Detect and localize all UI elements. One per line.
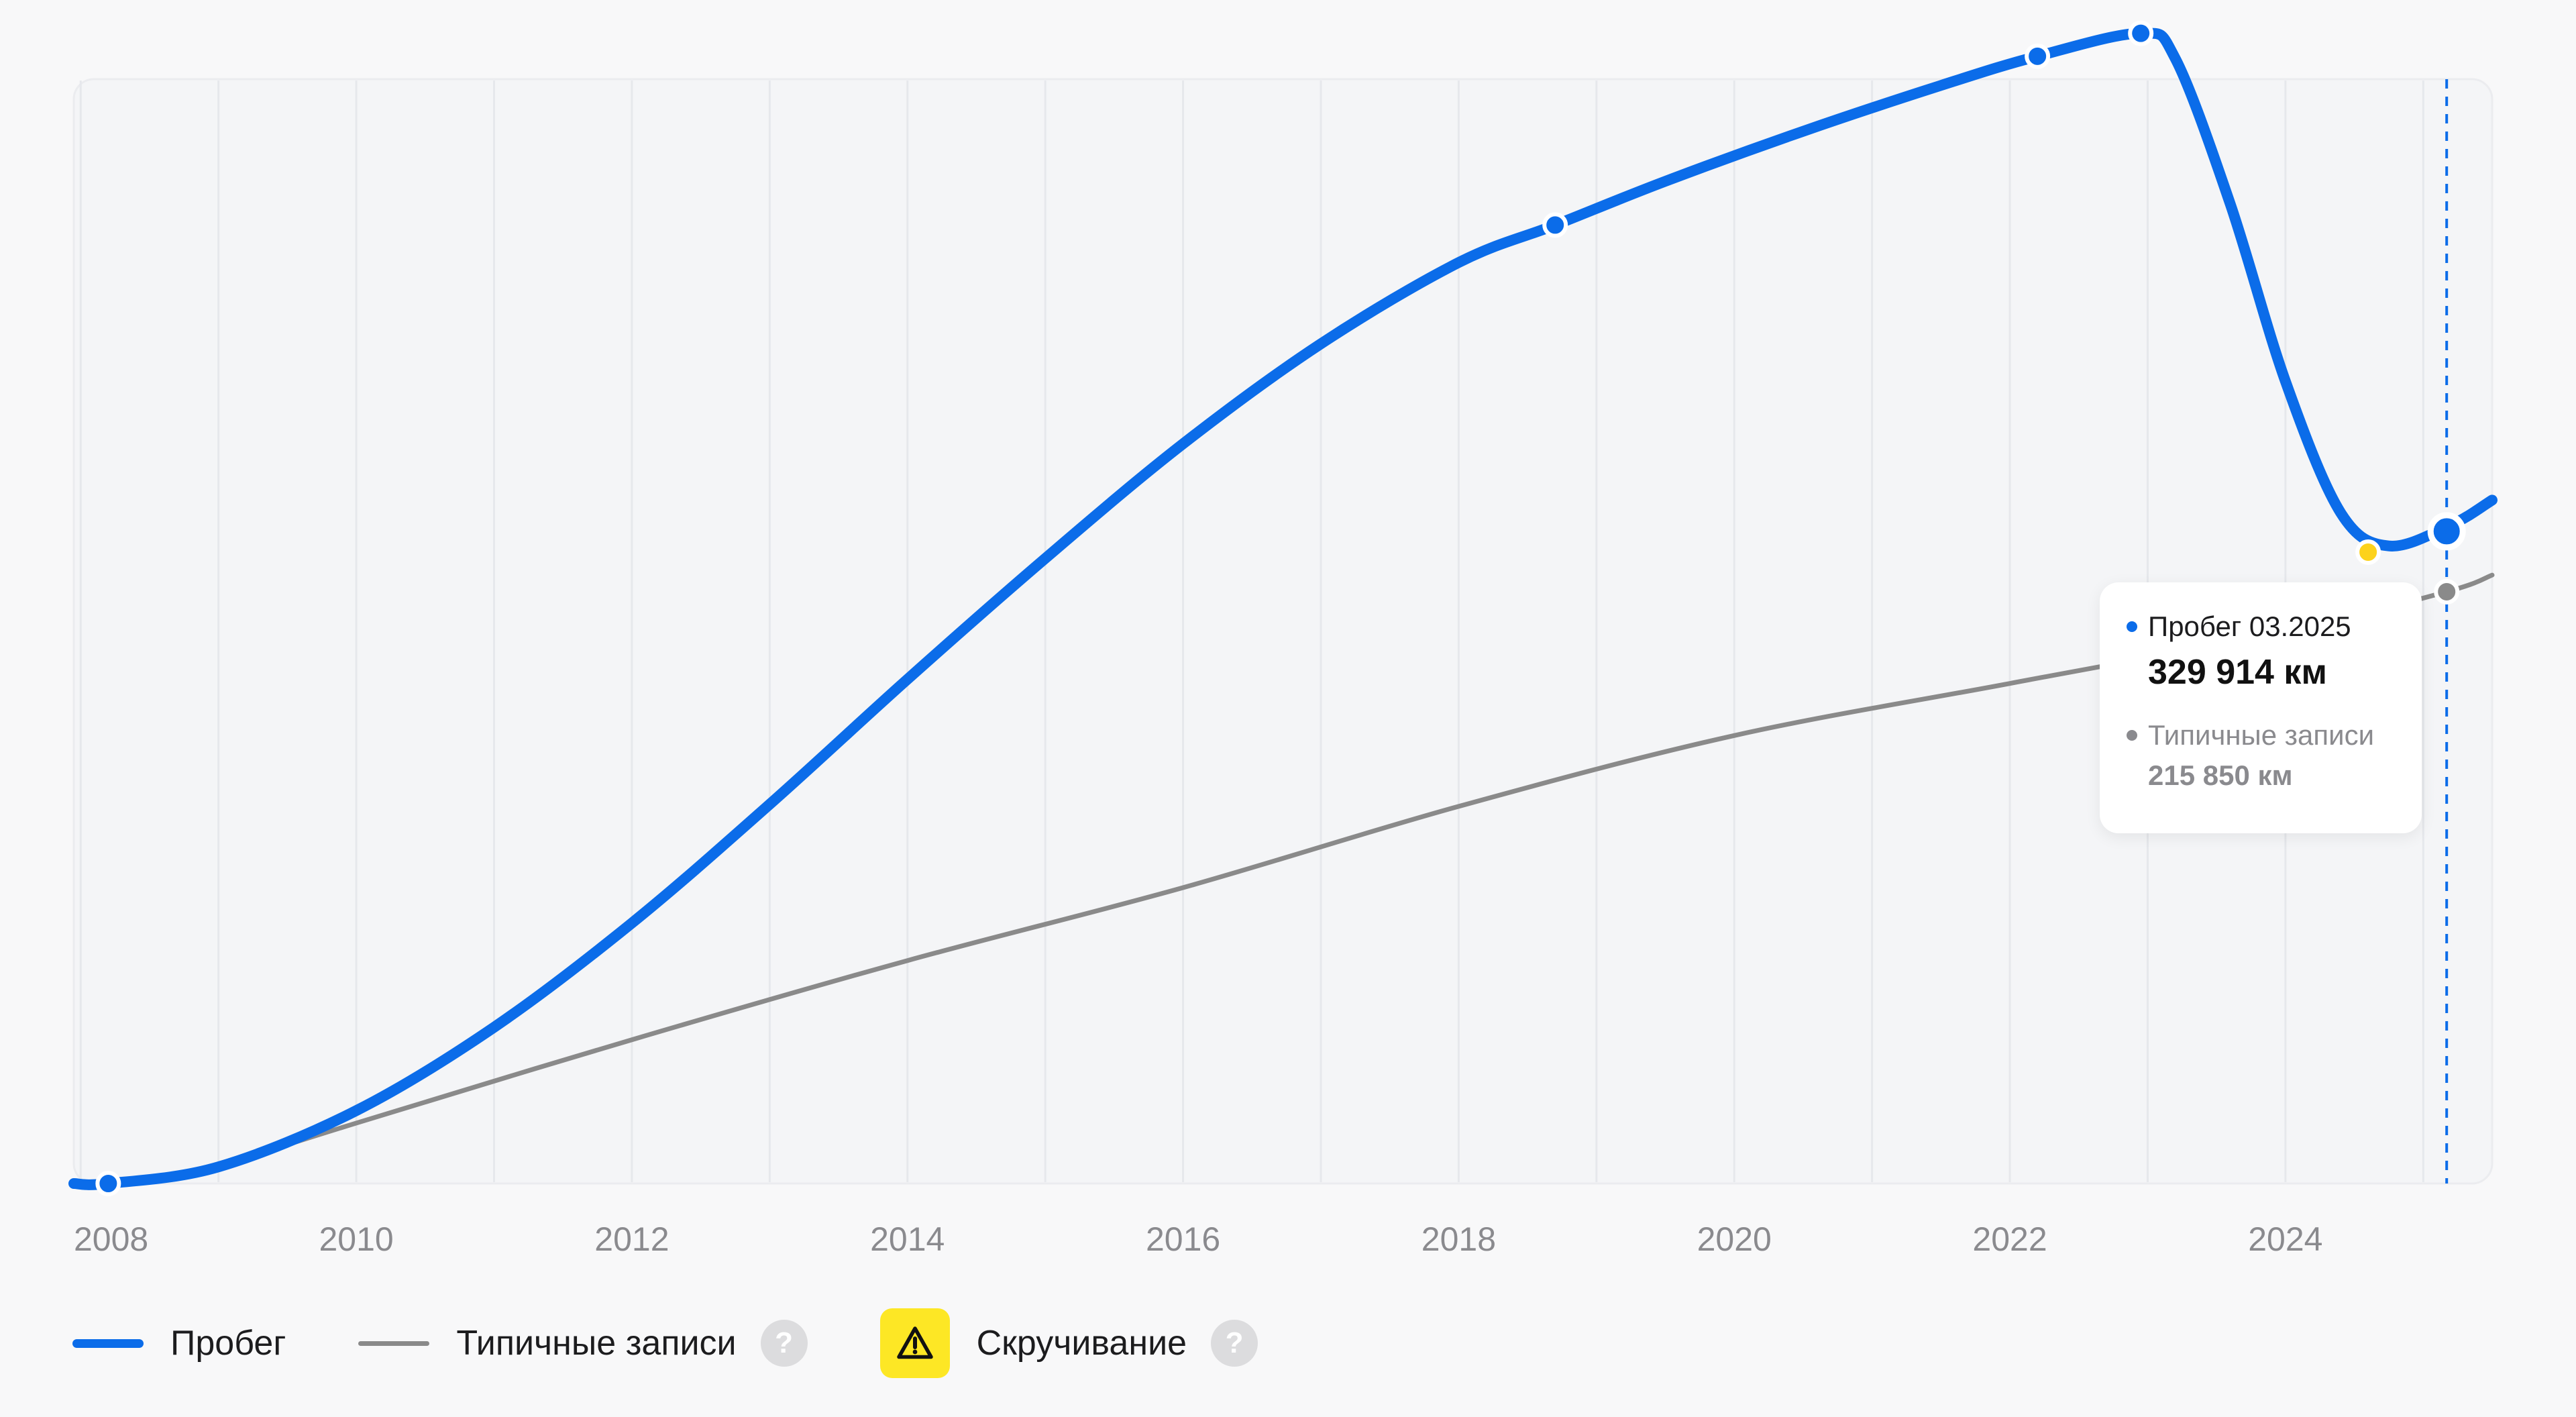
x-tick-label: 2010 [319, 1220, 393, 1258]
legend-item-rollback: Скручивание ? [879, 1308, 1258, 1378]
mileage-data-point[interactable] [2427, 512, 2466, 551]
x-tick-label: 2024 [2248, 1220, 2322, 1258]
x-tick-label: 2008 [74, 1220, 148, 1258]
legend-rollback-label: Скручивание [976, 1324, 1187, 1363]
plot-area [72, 78, 2493, 1185]
mileage-data-point[interactable] [2128, 20, 2154, 46]
typical-data-point[interactable] [2434, 578, 2460, 605]
tooltip-series2-label: Типичные записи [2148, 719, 2375, 751]
series2-dot-icon [2127, 730, 2137, 741]
mileage-line-icon [72, 1339, 144, 1348]
x-tick-label: 2012 [594, 1220, 669, 1258]
x-tick-label: 2016 [1146, 1220, 1220, 1258]
tooltip-series1-label: Пробег 03.2025 [2148, 611, 2351, 642]
tooltip-series1-row: Пробег 03.2025 [2127, 611, 2422, 643]
x-tick-label: 2014 [870, 1220, 945, 1258]
legend-mileage-label: Пробег [170, 1324, 286, 1363]
tooltip: Пробег 03.2025 329 914 км Типичные запис… [2100, 582, 2422, 833]
x-tick-label: 2018 [1421, 1220, 1496, 1258]
legend-item-mileage: Пробег [72, 1323, 286, 1363]
tooltip-series2-value: 215 850 км [2148, 759, 2293, 791]
x-axis-ticks: 2008 2010 2012 2014 2016 2018 2020 2022 2024 [74, 1220, 2322, 1258]
markers [95, 20, 2466, 1196]
warning-glyph-icon [896, 1326, 933, 1359]
series1-dot-icon [2127, 621, 2137, 632]
legend: Пробег Типичные записи ? Скручивание ? [72, 1308, 1258, 1378]
typical-line-icon [358, 1341, 430, 1346]
legend-item-typical: Типичные записи ? [358, 1320, 808, 1367]
mileage-data-point[interactable] [2355, 539, 2381, 565]
grid [79, 81, 2424, 1182]
rollback-help-icon[interactable]: ? [1211, 1320, 1258, 1367]
typical-help-icon[interactable]: ? [760, 1320, 808, 1367]
mileage-data-point[interactable] [1542, 212, 1568, 238]
mileage-series-line [68, 28, 2498, 1190]
x-tick-label: 2020 [1697, 1220, 1772, 1258]
warning-triangle-icon [879, 1308, 950, 1378]
mileage-data-point[interactable] [95, 1171, 121, 1196]
legend-typical-label: Типичные записи [456, 1324, 737, 1363]
mileage-data-point[interactable] [2025, 43, 2051, 69]
x-tick-label: 2022 [1972, 1220, 2047, 1258]
tooltip-series1-value: 329 914 км [2148, 653, 2327, 692]
tooltip-series2-row: Типичные записи [2127, 719, 2422, 751]
